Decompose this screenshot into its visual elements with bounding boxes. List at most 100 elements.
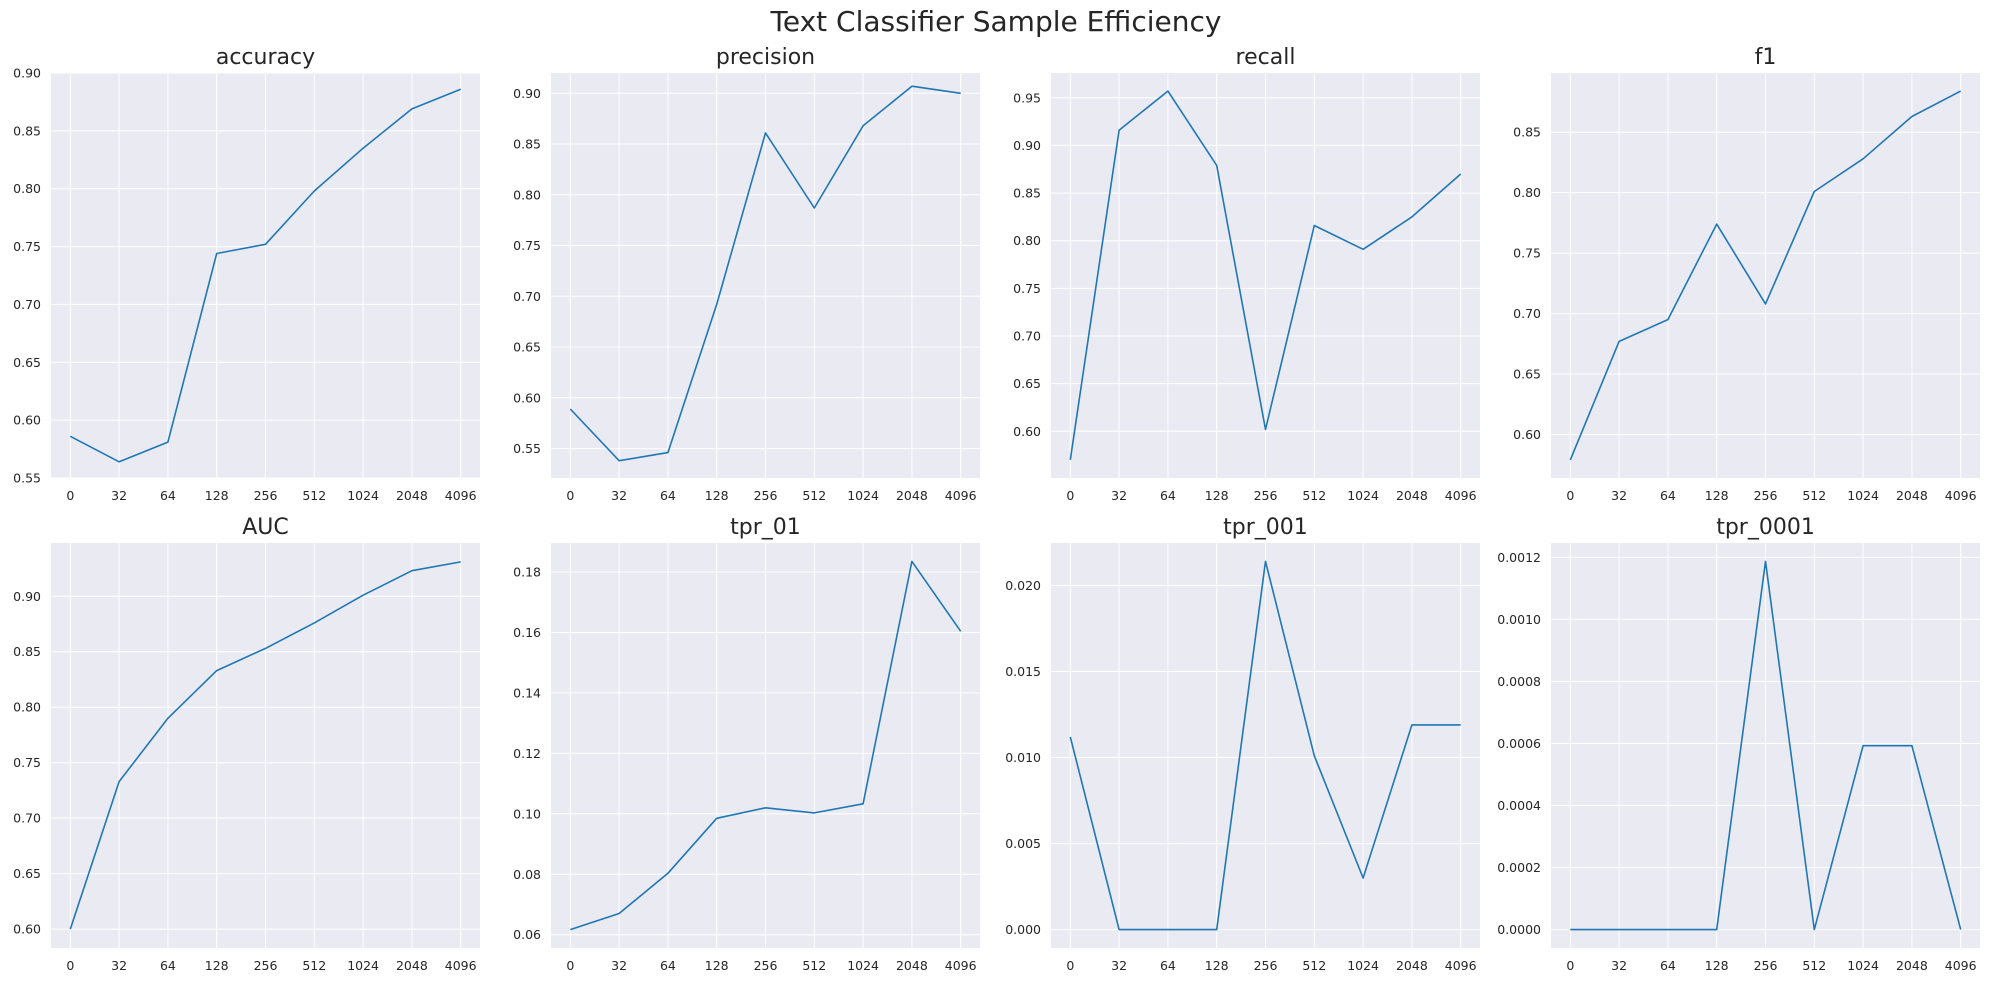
x-tick-label: 32 <box>611 488 627 503</box>
x-tick-label: 0 <box>566 958 574 973</box>
y-tick-label: 0.06 <box>513 927 541 942</box>
y-tick-label: 0.65 <box>513 340 541 355</box>
x-tick-label: 256 <box>754 488 778 503</box>
x-tick-label: 2048 <box>396 488 428 503</box>
series-line <box>1570 560 1962 931</box>
x-tick-label: 1024 <box>847 958 879 973</box>
x-tick-label: 512 <box>302 488 326 503</box>
x-tick-label: 32 <box>1111 488 1127 503</box>
y-tick-label: 0.85 <box>13 123 41 138</box>
y-tick-label: 0.75 <box>13 755 41 770</box>
y-tick-label: 0.0008 <box>1497 674 1541 689</box>
y-tick-label: 0.80 <box>13 700 41 715</box>
x-tick-label: 0 <box>1566 958 1574 973</box>
x-tick-label: 2048 <box>1896 488 1928 503</box>
x-tick-label: 32 <box>611 958 627 973</box>
x-tick-label: 4096 <box>445 958 477 973</box>
x-tick-label: 64 <box>660 488 676 503</box>
subplot-accuracy: 0.55 0.60 0.65 0.70 0.75 0.80 0.85 0.90 0 32 64 128… <box>13 45 480 503</box>
y-tick-label: 0.80 <box>1513 185 1541 200</box>
subplot-title: AUC <box>242 515 289 540</box>
x-tick-label: 128 <box>1705 958 1729 973</box>
y-tick-label: 0.70 <box>1513 306 1541 321</box>
y-tick-label: 0.70 <box>13 811 41 826</box>
y-tick-label: 0.80 <box>1013 233 1041 248</box>
y-tick-label: 0.18 <box>513 565 541 580</box>
y-tick-label: 0.55 <box>13 471 41 486</box>
x-tick-label: 128 <box>705 958 729 973</box>
y-tick-label: 0.75 <box>513 238 541 253</box>
y-tick-label: 0.80 <box>13 181 41 196</box>
subplot-precision: 0.55 0.60 0.65 0.70 0.75 0.80 0.85 0.90 0 32 64 128… <box>513 45 980 503</box>
y-tick-label: 0.0004 <box>1497 798 1541 813</box>
x-tick-label: 256 <box>254 488 278 503</box>
y-tick-label: 0.0010 <box>1497 612 1541 627</box>
y-tick-label: 0.08 <box>513 867 541 882</box>
y-tick-label: 0.85 <box>513 137 541 152</box>
x-tick-label: 2048 <box>896 958 928 973</box>
y-tick-label: 0.75 <box>1013 281 1041 296</box>
series-line <box>1069 560 1461 931</box>
y-tick-label: 0.70 <box>513 289 541 304</box>
x-tick-label: 1024 <box>1347 488 1379 503</box>
x-tick-label: 128 <box>1205 958 1229 973</box>
x-tick-label: 1024 <box>1347 958 1379 973</box>
y-tick-label: 0.65 <box>13 866 41 881</box>
x-tick-label: 256 <box>1754 958 1778 973</box>
x-tick-label: 1024 <box>1847 958 1879 973</box>
y-tick-label: 0.75 <box>13 239 41 254</box>
x-tick-label: 2048 <box>896 488 928 503</box>
x-tick-label: 32 <box>1611 488 1627 503</box>
y-tick-label: 0.0012 <box>1497 550 1541 565</box>
subplot-title: accuracy <box>216 45 315 70</box>
x-tick-label: 256 <box>254 958 278 973</box>
y-tick-label: 0.005 <box>1005 836 1041 851</box>
y-tick-label: 0.0000 <box>1497 922 1541 937</box>
x-tick-label: 32 <box>1611 958 1627 973</box>
x-tick-label: 64 <box>1160 488 1176 503</box>
y-tick-label: 0.020 <box>1005 578 1041 593</box>
x-tick-label: 4096 <box>1445 958 1477 973</box>
y-tick-label: 0.60 <box>13 922 41 937</box>
subplot-tpr_0001: 0.0000 0.0002 0.0004 0.0006 0.0008 0.0010 0.00… <box>1497 515 1980 973</box>
y-tick-label: 0.85 <box>13 644 41 659</box>
subplot-grid: 0.55 0.60 0.65 0.70 0.75 0.80 0.85 0.90 0 32 64 128… <box>13 45 1980 973</box>
x-tick-label: 256 <box>1754 488 1778 503</box>
x-tick-label: 4096 <box>1945 958 1977 973</box>
series-line <box>69 561 461 930</box>
series-line <box>1569 90 1962 461</box>
x-tick-label: 512 <box>802 488 826 503</box>
subplot-title: tpr_0001 <box>1716 515 1815 540</box>
y-tick-label: 0.55 <box>513 441 541 456</box>
x-tick-label: 4096 <box>1945 488 1977 503</box>
figure-title: Text Classifier Sample Efficiency <box>769 5 1221 38</box>
y-tick-label: 0.60 <box>1513 427 1541 442</box>
y-tick-label: 0.75 <box>1513 246 1541 261</box>
x-tick-label: 128 <box>205 488 229 503</box>
y-tick-label: 0.10 <box>513 806 541 821</box>
subplot-tpr_01: 0.06 0.08 0.10 0.12 0.14 0.16 0.18 0 32 64 128 256 5… <box>513 515 980 973</box>
x-tick-label: 32 <box>1111 958 1127 973</box>
x-tick-label: 512 <box>1802 958 1826 973</box>
x-tick-label: 2048 <box>1896 958 1928 973</box>
series-line <box>570 560 962 931</box>
x-tick-label: 1024 <box>1847 488 1879 503</box>
x-tick-label: 0 <box>1066 488 1074 503</box>
subplot-recall: 0.60 0.65 0.70 0.75 0.80 0.85 0.90 0.95 0 32 64 128… <box>1013 45 1480 503</box>
x-tick-label: 4096 <box>945 958 977 973</box>
y-tick-label: 0.65 <box>1513 367 1541 382</box>
x-tick-label: 32 <box>111 488 127 503</box>
x-tick-label: 64 <box>660 958 676 973</box>
y-tick-label: 0.60 <box>13 413 41 428</box>
y-tick-label: 0.65 <box>13 355 41 370</box>
x-tick-label: 512 <box>802 958 826 973</box>
y-tick-label: 0.90 <box>13 66 41 81</box>
x-tick-label: 2048 <box>1396 488 1428 503</box>
x-tick-label: 512 <box>1302 488 1326 503</box>
x-tick-label: 0 <box>566 488 574 503</box>
x-tick-label: 128 <box>1705 488 1729 503</box>
y-tick-label: 0.90 <box>1013 138 1041 153</box>
y-tick-label: 0.90 <box>513 86 541 101</box>
subplot-f1: 0.60 0.65 0.70 0.75 0.80 0.85 0 32 64 128 256 512 10… <box>1513 45 1980 503</box>
x-tick-label: 1024 <box>847 488 879 503</box>
